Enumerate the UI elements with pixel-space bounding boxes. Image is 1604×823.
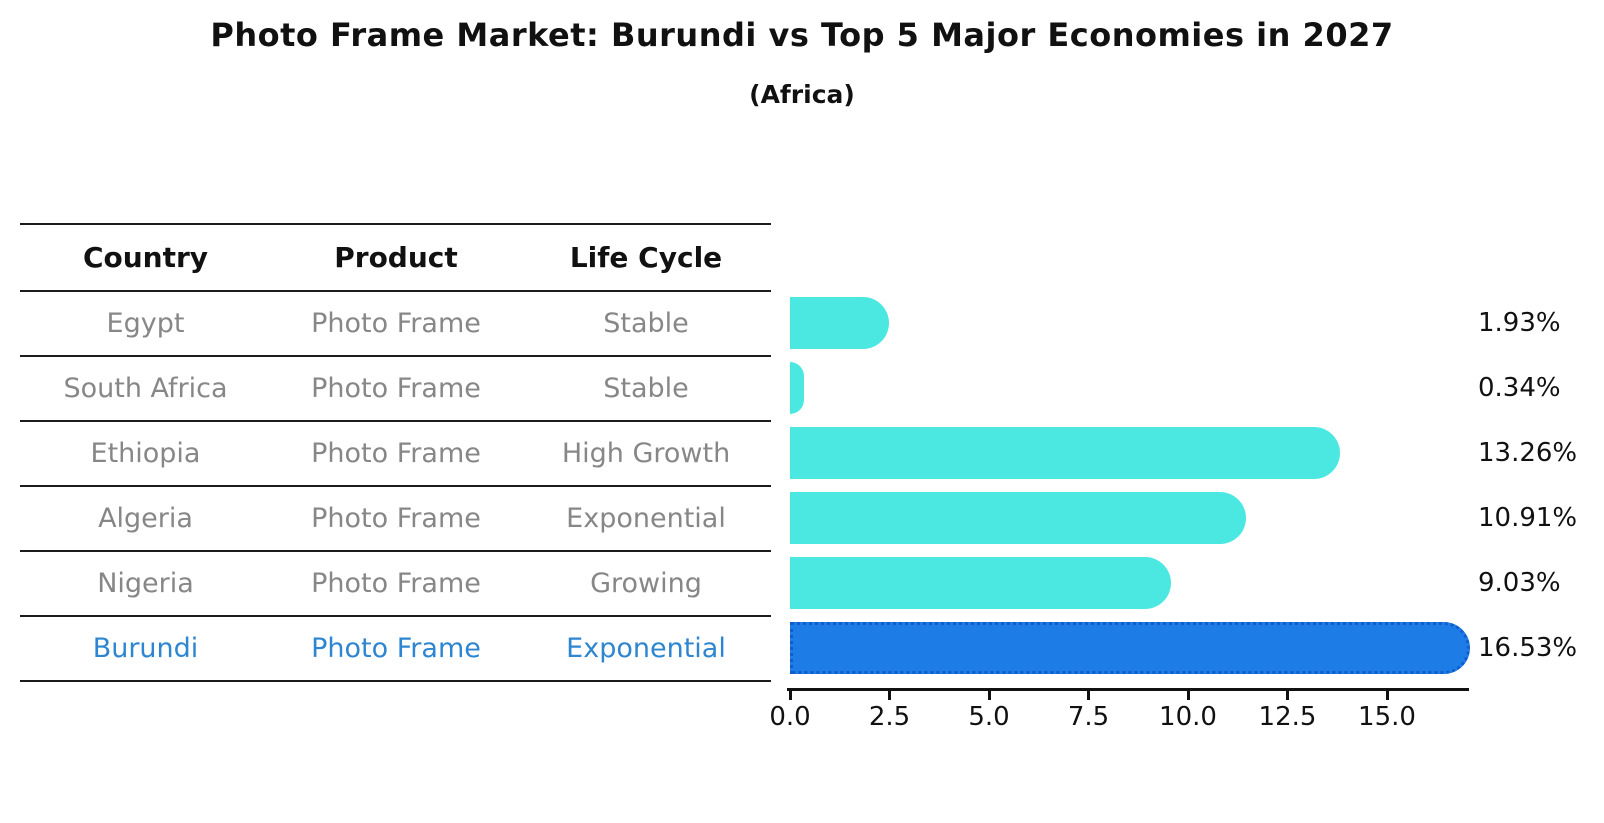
cell-country: Nigeria: [97, 568, 194, 599]
bar-burundi: [790, 621, 1470, 674]
cell-product: Photo Frame: [311, 308, 481, 339]
bar-egypt: [790, 296, 889, 349]
table-header-row: Country Product Life Cycle: [20, 223, 771, 290]
column-header-life-cycle: Life Cycle: [569, 241, 723, 274]
column-header-product: Product: [334, 241, 458, 274]
table-row-south-africa: South Africa Photo Frame Stable: [20, 355, 771, 420]
value-label-algeria: 10.91%: [1478, 502, 1578, 533]
cell-product: Photo Frame: [311, 568, 481, 599]
bar-plot: 0.0 2.5 5.0 7.5 10.0 12.5 15.0 1.93% 0.34% 13.26…: [769, 290, 1577, 732]
x-tick-2.5: [888, 691, 891, 700]
value-label-nigeria: 9.03%: [1478, 567, 1561, 598]
table-body: Egypt Photo Frame Stable South Africa Photo …: [20, 290, 771, 682]
chart-subtitle: (Africa): [749, 80, 855, 109]
x-tick-15.0: [1385, 691, 1389, 700]
cell-product: Photo Frame: [311, 633, 481, 664]
table-row-nigeria: Nigeria Photo Frame Growing: [20, 550, 771, 615]
x-tick-label-12.5: 12.5: [1258, 702, 1317, 732]
x-tick-label-10.0: 10.0: [1159, 702, 1217, 732]
bar-nigeria: [790, 556, 1172, 609]
column-header-country: Country: [82, 241, 209, 274]
bar-ethiopia: [790, 426, 1340, 479]
chart-title: Photo Frame Market: Burundi vs Top 5 Maj…: [210, 16, 1394, 54]
table-row-burundi: Burundi Photo Frame Exponential: [20, 615, 771, 682]
cell-life-cycle: Growing: [590, 568, 702, 599]
value-label-ethiopia: 13.26%: [1478, 437, 1578, 468]
x-tick-label-15.0: 15.0: [1358, 702, 1416, 732]
cell-life-cycle: High Growth: [561, 438, 731, 469]
cell-country: Egypt: [106, 308, 185, 339]
cell-country: South Africa: [63, 373, 228, 404]
x-tick-5.0: [987, 691, 991, 700]
x-tick-12.5: [1286, 691, 1289, 700]
table-row-egypt: Egypt Photo Frame Stable: [20, 290, 771, 355]
bar-south-africa: [790, 361, 804, 414]
cell-product: Photo Frame: [311, 438, 481, 469]
cell-country: Algeria: [98, 503, 193, 534]
cell-life-cycle: Stable: [603, 308, 689, 339]
x-tick-label-0.0: 0.0: [769, 702, 811, 732]
x-tick-7.5: [1087, 691, 1090, 700]
table-row-algeria: Algeria Photo Frame Exponential: [20, 485, 771, 550]
x-tick-label-7.5: 7.5: [1067, 702, 1110, 732]
table-row-ethiopia: Ethiopia Photo Frame High Growth: [20, 420, 771, 485]
value-label-egypt: 1.93%: [1478, 307, 1561, 338]
cell-country: Ethiopia: [90, 438, 201, 469]
cell-life-cycle: Stable: [603, 373, 689, 404]
value-label-burundi: 16.53%: [1478, 632, 1578, 663]
cell-product: Photo Frame: [311, 373, 481, 404]
cell-product: Photo Frame: [311, 503, 481, 534]
cell-country: Burundi: [92, 633, 199, 664]
bar-algeria: [790, 491, 1247, 544]
x-tick-10.0: [1186, 691, 1190, 700]
x-tick-label-2.5: 2.5: [868, 702, 911, 732]
country-table: Country Product Life Cycle Egypt Photo Fr…: [20, 223, 771, 682]
cell-life-cycle: Exponential: [566, 633, 726, 664]
x-tick-label-5.0: 5.0: [968, 702, 1010, 732]
value-label-south-africa: 0.34%: [1478, 372, 1561, 403]
x-tick-0.0: [788, 691, 792, 700]
x-axis-line: [787, 688, 1469, 691]
cell-life-cycle: Exponential: [566, 503, 726, 534]
